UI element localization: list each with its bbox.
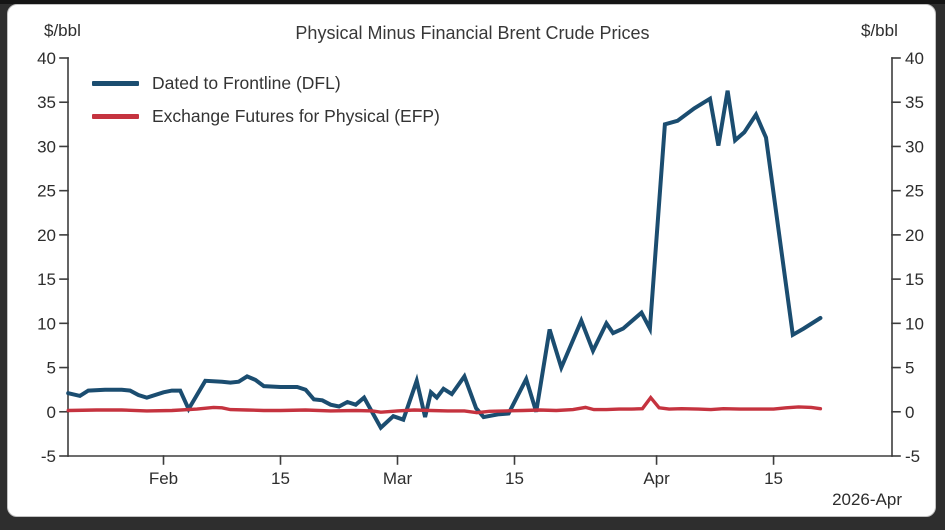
y-tick-label-right: 15 <box>905 270 924 289</box>
x-tick-label: 15 <box>764 469 783 488</box>
x-tick-label: Mar <box>383 469 413 488</box>
y-tick-label-right: 35 <box>905 93 924 112</box>
y-tick-label-left: 5 <box>47 359 56 378</box>
y-tick-label-left: 10 <box>37 314 56 333</box>
chart-title: Physical Minus Financial Brent Crude Pri… <box>295 23 650 43</box>
y-tick-label-right: -5 <box>905 447 920 466</box>
y-tick-label-left: 35 <box>37 93 56 112</box>
window-top-edge <box>0 0 945 4</box>
y-tick-label-left: -5 <box>41 447 56 466</box>
y-tick-label-right: 5 <box>905 359 914 378</box>
x-axis-period-label: 2026-Apr <box>832 490 902 509</box>
y-tick-label-left: 15 <box>37 270 56 289</box>
y-tick-label-left: 30 <box>37 137 56 156</box>
y-tick-label-right: 10 <box>905 314 924 333</box>
y-axis-unit-right: $/bbl <box>861 21 898 40</box>
x-tick-label: 15 <box>505 469 524 488</box>
series-line-0 <box>66 90 823 431</box>
y-tick-label-left: 25 <box>37 182 56 201</box>
y-tick-label-right: 40 <box>905 49 924 68</box>
y-tick-label-right: 20 <box>905 226 924 245</box>
y-tick-label-left: 20 <box>37 226 56 245</box>
y-tick-label-left: 40 <box>37 49 56 68</box>
y-tick-label-right: 0 <box>905 403 914 422</box>
y-axis-unit-left: $/bbl <box>44 21 81 40</box>
legend-item-dfl: Dated to Frontline (DFL) <box>92 73 440 94</box>
dfl-line-swatch <box>92 81 139 86</box>
y-tick-label-right: 25 <box>905 182 924 201</box>
series-line-1 <box>66 394 823 415</box>
legend-item-efp: Exchange Futures for Physical (EFP) <box>92 106 440 127</box>
x-tick-label: Apr <box>643 469 670 488</box>
legend-label-dfl: Dated to Frontline (DFL) <box>152 73 341 93</box>
y-tick-label-right: 30 <box>905 137 924 156</box>
efp-line-swatch <box>92 114 139 119</box>
x-tick-label: Feb <box>149 469 178 488</box>
legend: Dated to Frontline (DFL) Exchange Future… <box>92 73 440 127</box>
y-tick-label-left: 0 <box>47 403 56 422</box>
x-tick-label: 15 <box>271 469 290 488</box>
legend-label-efp: Exchange Futures for Physical (EFP) <box>152 106 440 126</box>
